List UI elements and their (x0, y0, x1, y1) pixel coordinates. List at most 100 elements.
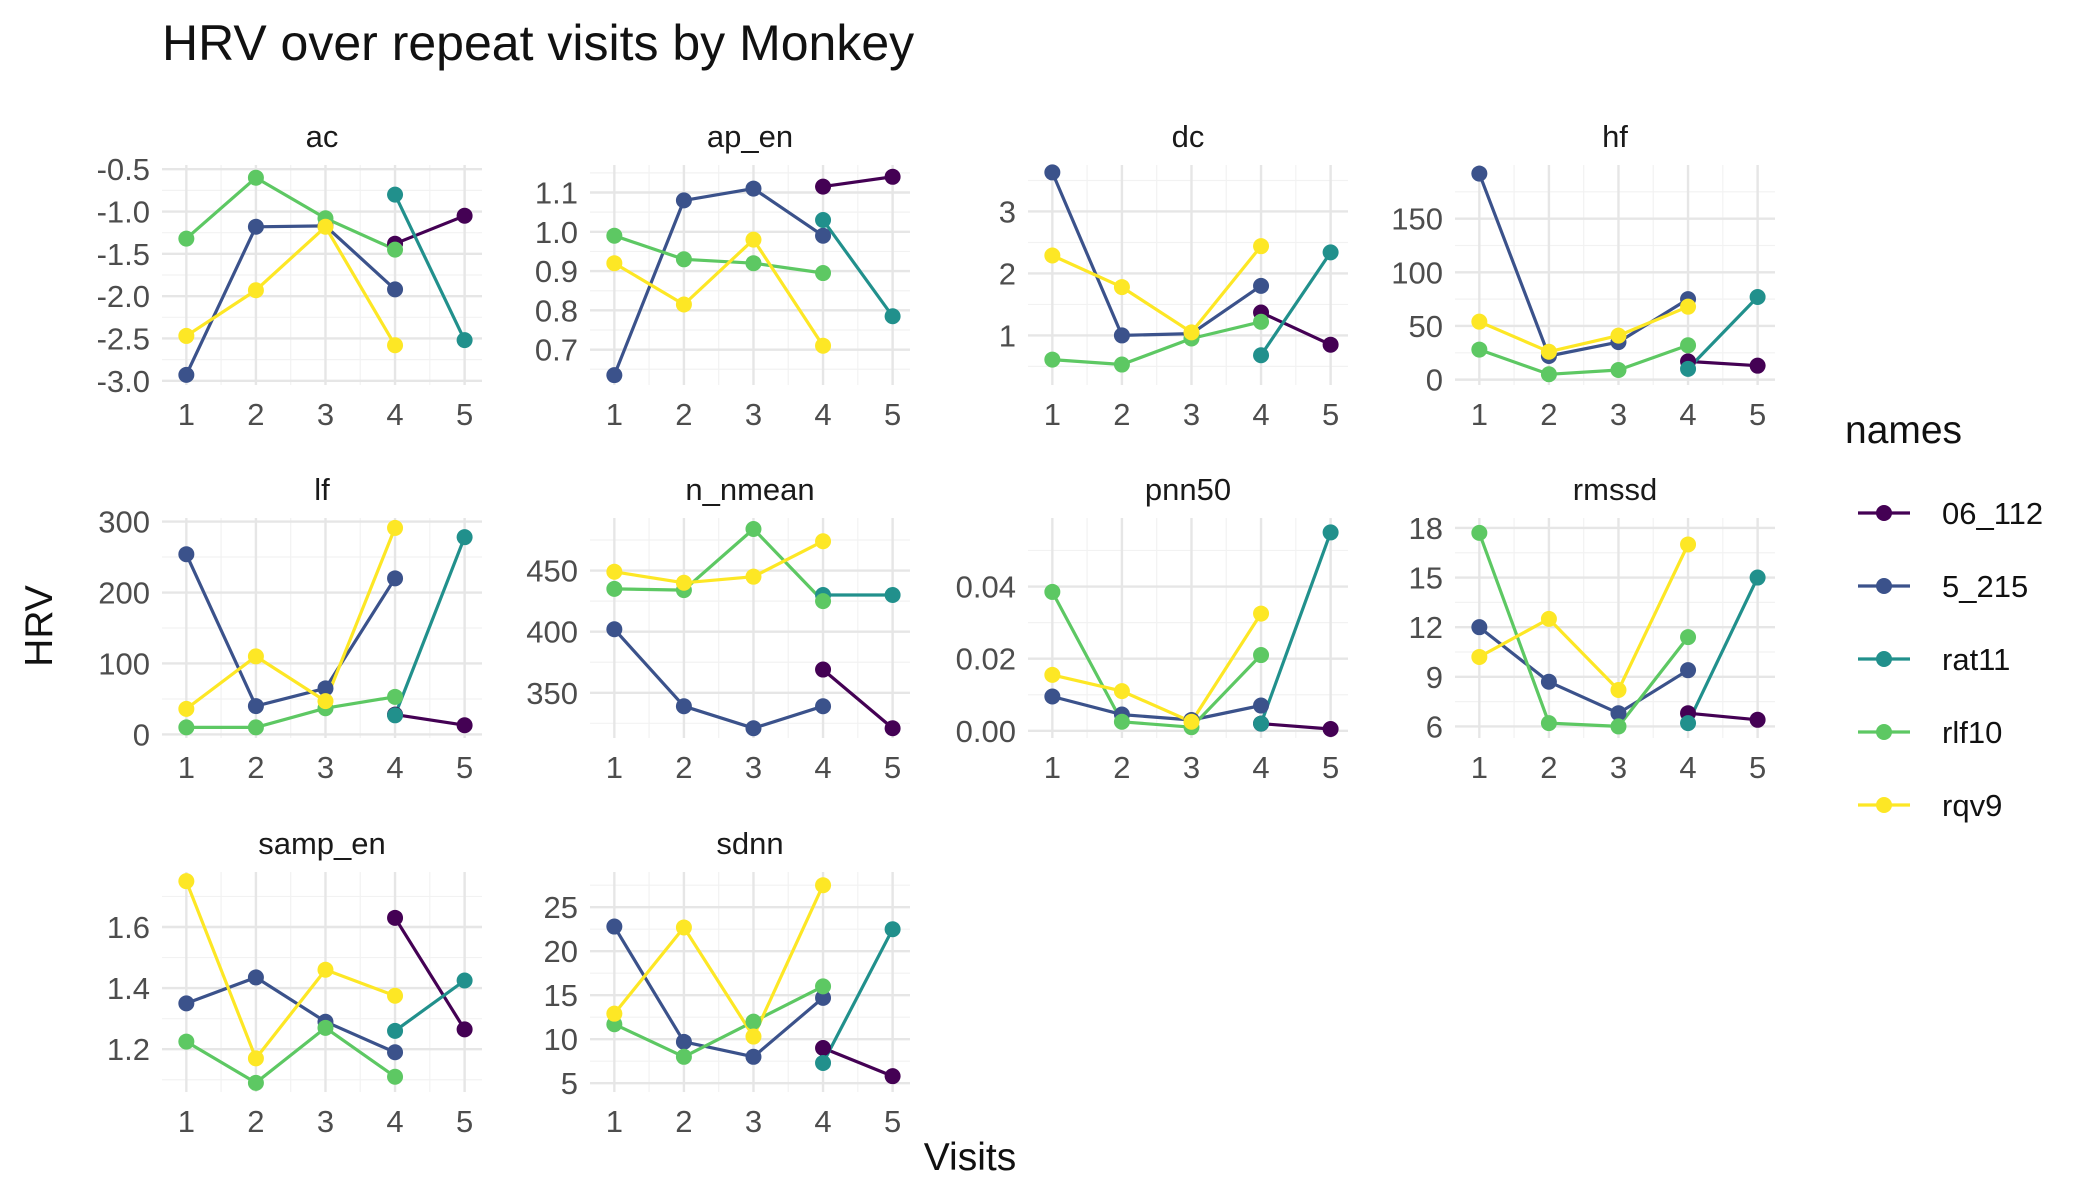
x-tick-label: 2 (675, 1104, 692, 1139)
series-line-5_215 (1478, 625, 1689, 715)
data-point-06_112 (884, 1068, 901, 1085)
data-point-rqv9 (815, 337, 832, 354)
data-point-5_215 (745, 180, 762, 197)
data-point-rat11 (1253, 715, 1270, 732)
x-tick-label: 2 (1113, 397, 1130, 432)
data-point-06_112 (1749, 357, 1766, 374)
x-tick-label: 3 (1183, 750, 1200, 785)
data-point-5_215 (815, 989, 832, 1006)
y-tick-label: 0 (1426, 363, 1443, 398)
series-line-rat11 (1259, 531, 1333, 725)
series-line-rat11 (1686, 295, 1759, 371)
x-tick-label: 2 (1540, 750, 1557, 785)
x-tick-label: 2 (247, 1104, 264, 1139)
y-tick-label: 100 (1391, 255, 1443, 290)
data-point-rat11 (884, 308, 901, 325)
series-line-rqv9 (184, 880, 396, 1061)
y-tick-label: 100 (98, 646, 150, 681)
legend-label: rlf10 (1942, 715, 2002, 750)
data-point-rqv9 (317, 693, 334, 710)
series-line-rlf10 (1478, 343, 1689, 376)
data-point-rat11 (1749, 569, 1766, 586)
x-tick-label: 2 (675, 750, 692, 785)
series-line-06_112 (822, 1046, 894, 1078)
data-point-5_215 (1680, 662, 1697, 679)
x-tick-label: 5 (884, 397, 901, 432)
data-point-rqv9 (178, 700, 195, 717)
data-point-5_215 (387, 570, 404, 587)
x-tick-label: 3 (1183, 397, 1200, 432)
panel-dc: dc 1 2 3 1 2 3 4 5 (999, 119, 1348, 432)
x-tick-label: 1 (1044, 397, 1061, 432)
series-line-rlf10 (613, 984, 824, 1059)
x-axis-title: Visits (924, 1136, 1016, 1179)
y-tick-label: 150 (1391, 202, 1443, 237)
x-tick-label: 2 (675, 397, 692, 432)
y-tick-label: 1 (999, 318, 1016, 353)
series-line-rlf10 (1050, 591, 1263, 729)
data-point-rat11 (387, 707, 404, 724)
data-point-5_215 (606, 918, 623, 935)
data-point-rat11 (1680, 715, 1697, 732)
legend-title: names (1845, 409, 1962, 452)
data-point-06_112 (815, 1040, 832, 1056)
x-tick-label: 1 (606, 1104, 623, 1139)
y-tick-label: 1.4 (107, 971, 150, 1006)
y-tick-label: 0.7 (535, 333, 578, 368)
y-tick-label: -3.0 (97, 364, 150, 399)
data-point-rlf10 (815, 265, 832, 282)
data-point-rqv9 (1044, 247, 1061, 264)
data-point-06_112 (456, 717, 473, 734)
series-line-06_112 (1687, 359, 1758, 368)
data-point-rqv9 (1113, 683, 1130, 700)
data-point-rqv9 (1680, 536, 1697, 553)
x-tick-label: 1 (1471, 750, 1488, 785)
data-point-rqv9 (387, 519, 404, 536)
y-tick-label: 400 (526, 615, 578, 650)
data-point-rlf10 (1680, 629, 1697, 646)
y-tick-label: 15 (544, 978, 578, 1013)
data-point-5_215 (606, 367, 623, 384)
y-tick-label: 9 (1426, 660, 1443, 695)
data-point-5_215 (1253, 697, 1270, 714)
x-tick-label: 1 (606, 750, 623, 785)
facet-label: ac (306, 119, 339, 154)
facet-label: rmssd (1573, 472, 1657, 507)
x-tick-label: 5 (884, 750, 901, 785)
data-point-rqv9 (1471, 313, 1488, 330)
x-tick-label: 3 (745, 1104, 762, 1139)
y-tick-label: 10 (544, 1022, 578, 1057)
data-point-rlf10 (178, 1033, 195, 1050)
facet-panels: ac-3.0-2.5-2.0-1.5-1.0-0.51 2 3 4 5ap_en0.70… (97, 119, 1775, 1139)
x-tick-label: 5 (1749, 397, 1766, 432)
data-point-rqv9 (675, 919, 692, 936)
x-tick-label: 4 (814, 1104, 831, 1139)
series-line-rqv9 (613, 238, 825, 347)
facet-label: pnn50 (1145, 472, 1231, 507)
y-tick-label: 0 (133, 717, 150, 752)
data-point-rqv9 (606, 1005, 623, 1022)
series-line-rqv9 (1478, 305, 1689, 354)
facet-label: dc (1172, 119, 1205, 154)
x-tick-label: 5 (456, 397, 473, 432)
x-tick-label: 3 (317, 397, 334, 432)
series-line-rat11 (394, 979, 466, 1033)
data-point-5_215 (178, 995, 195, 1012)
x-tick-label: 1 (178, 397, 195, 432)
data-point-rat11 (884, 587, 901, 603)
facet-label: ap_en (707, 119, 793, 154)
series-line-rat11 (1259, 251, 1332, 357)
chart-title: HRV over repeat visits by Monkey (162, 15, 914, 71)
data-point-rqv9 (745, 568, 762, 585)
legend-key-point (1876, 578, 1892, 594)
x-tick-label: 4 (386, 750, 403, 785)
legend-label: rqv9 (1942, 788, 2002, 823)
x-tick-label: 1 (606, 397, 623, 432)
x-tick-label: 5 (456, 750, 473, 785)
x-tick-label: 2 (1113, 750, 1130, 785)
y-tick-label: 0.9 (535, 254, 578, 289)
data-point-5_215 (247, 698, 264, 715)
data-point-rqv9 (387, 987, 404, 1004)
data-point-5_215 (317, 680, 334, 697)
x-tick-label: 5 (1322, 397, 1339, 432)
